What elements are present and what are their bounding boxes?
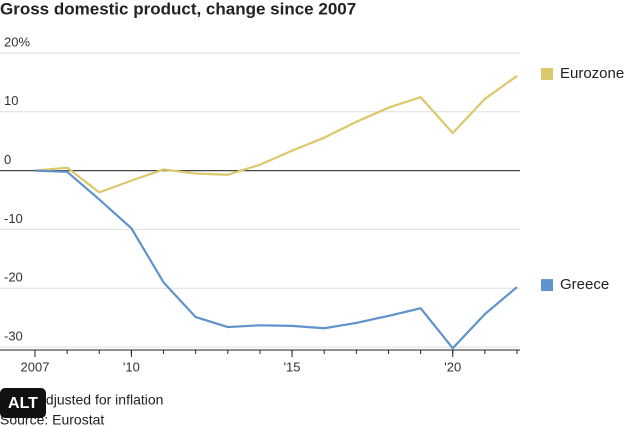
legend-swatch — [541, 279, 553, 292]
y-tick-label: -10 — [4, 211, 23, 226]
x-tick-label: '10 — [123, 359, 140, 374]
legend-label: Greece — [560, 276, 609, 293]
y-tick-label: 20% — [4, 34, 30, 49]
x-tick-label: '20 — [444, 359, 461, 374]
alt-badge — [0, 388, 46, 418]
chart-title: Gross domestic product, change since 200… — [0, 0, 356, 18]
series-line — [34, 169, 518, 350]
y-tick-label: 10 — [4, 93, 18, 108]
y-tick-label: -30 — [4, 328, 23, 343]
y-tick-label: -20 — [4, 270, 23, 285]
legend-swatch — [541, 67, 553, 80]
x-tick-label: 2007 — [21, 359, 50, 374]
y-tick-label: 0 — [4, 152, 11, 167]
alt-badge-text: ALT — [8, 395, 38, 412]
x-tick-label: '15 — [284, 359, 301, 374]
series-line — [34, 75, 518, 194]
legend-label: Eurozone — [560, 65, 624, 82]
